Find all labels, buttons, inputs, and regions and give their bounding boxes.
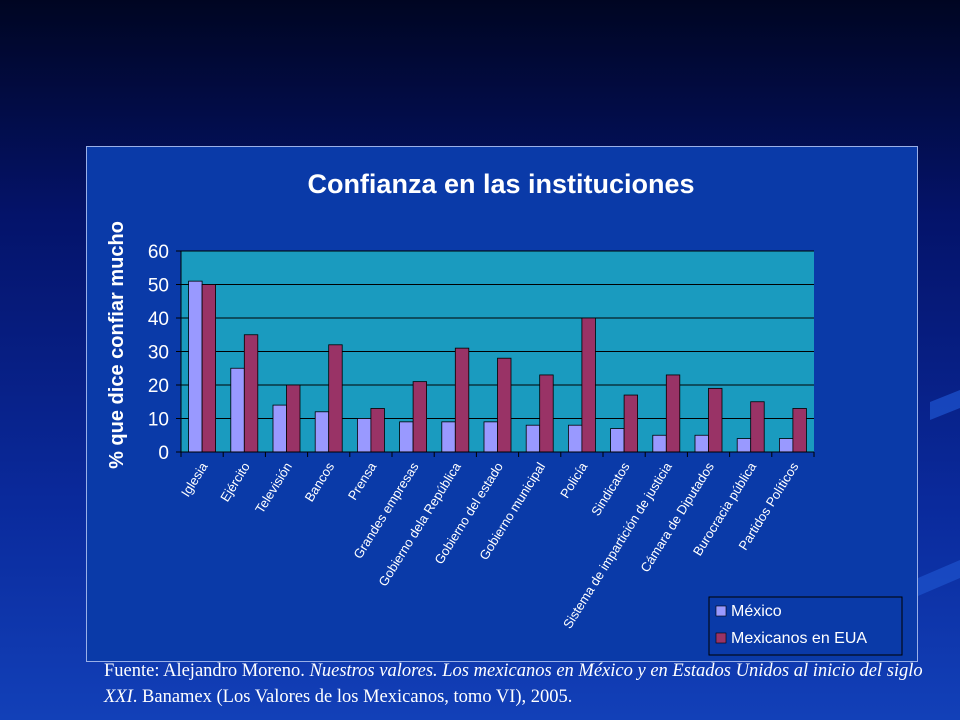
chart-title: Confianza en las instituciones	[307, 169, 694, 199]
bar-eua	[370, 408, 385, 453]
bar-mexico	[441, 421, 456, 453]
bar-mexico	[356, 418, 372, 453]
source-prefix: Fuente: Alejandro Moreno.	[104, 661, 310, 681]
bar-eua	[243, 334, 259, 453]
y-tick-label: 10	[148, 410, 169, 431]
x-tick-label: Prensa	[345, 459, 380, 503]
legend: México Mexicanos en EUA	[708, 596, 903, 656]
bar-mexico	[483, 421, 498, 453]
bar-eua	[286, 384, 301, 453]
x-tick-label: Televisión	[252, 460, 295, 516]
bar-mexico	[652, 434, 667, 453]
x-tick-label: Gobierno dela República	[375, 459, 464, 589]
bar-mexico	[314, 411, 330, 453]
x-tick-label: Bancos	[302, 459, 338, 504]
bars	[188, 280, 807, 453]
x-tick-label: Sindicatos	[588, 459, 633, 518]
y-tick-label: 0	[158, 443, 169, 464]
bar-mexico	[272, 404, 287, 453]
x-tick-label: Ejército	[217, 460, 253, 505]
chart-panel: Confianza en las instituciones % que dic…	[86, 146, 918, 662]
bar-eua	[412, 381, 428, 453]
bar-mexico	[188, 280, 203, 453]
source-note: Fuente: Alejandro Moreno. Nuestros valor…	[104, 658, 924, 710]
bar-eua	[792, 408, 807, 453]
bar-mexico	[736, 438, 752, 453]
bar-eua	[708, 387, 723, 453]
bar-mexico	[610, 428, 625, 453]
x-tick-label: Iglesia	[178, 459, 211, 499]
bar-mexico	[567, 424, 583, 453]
x-tick-label: Cámara de Diputados	[637, 459, 717, 575]
source-suffix: . Banamex (Los Valores de los Mexicanos,…	[132, 687, 573, 707]
y-tick-label: 60	[148, 242, 169, 263]
bar-eua	[454, 347, 470, 453]
legend-label-mexico: México	[731, 603, 782, 620]
y-axis-label: % que dice confiar mucho	[106, 221, 128, 469]
legend-box	[708, 596, 903, 656]
bar-mexico	[694, 434, 709, 453]
bar-chart: Confianza en las instituciones % que dic…	[106, 169, 903, 656]
x-tick-label: Policía	[557, 459, 591, 501]
bar-eua	[201, 284, 216, 453]
y-tick-label: 20	[148, 376, 169, 397]
y-tick-label: 40	[148, 309, 169, 330]
bar-mexico	[230, 367, 245, 453]
x-tick-labels: Iglesia Ejército Televisión Bancos PrensaGra…	[178, 459, 802, 631]
bar-mexico	[779, 438, 794, 453]
bar-eua	[581, 317, 596, 453]
y-tick-labels: 0 10 20 30 40 50 60	[148, 242, 169, 464]
bar-eua	[665, 374, 681, 453]
bar-eua	[623, 394, 638, 453]
legend-swatch-eua	[715, 632, 727, 644]
y-tick-label: 30	[148, 343, 169, 364]
bar-eua	[328, 344, 343, 453]
bar-eua	[539, 374, 554, 453]
bar-mexico	[525, 424, 541, 453]
bar-eua	[497, 357, 512, 453]
bar-eua	[750, 401, 765, 453]
y-tick-label: 50	[148, 276, 169, 297]
legend-swatch-mexico	[715, 605, 727, 617]
legend-label-eua: Mexicanos en EUA	[731, 630, 867, 647]
source-title: Nuestros valores. Los mexicanos en Méxic…	[104, 661, 923, 707]
bar-mexico	[399, 421, 414, 453]
